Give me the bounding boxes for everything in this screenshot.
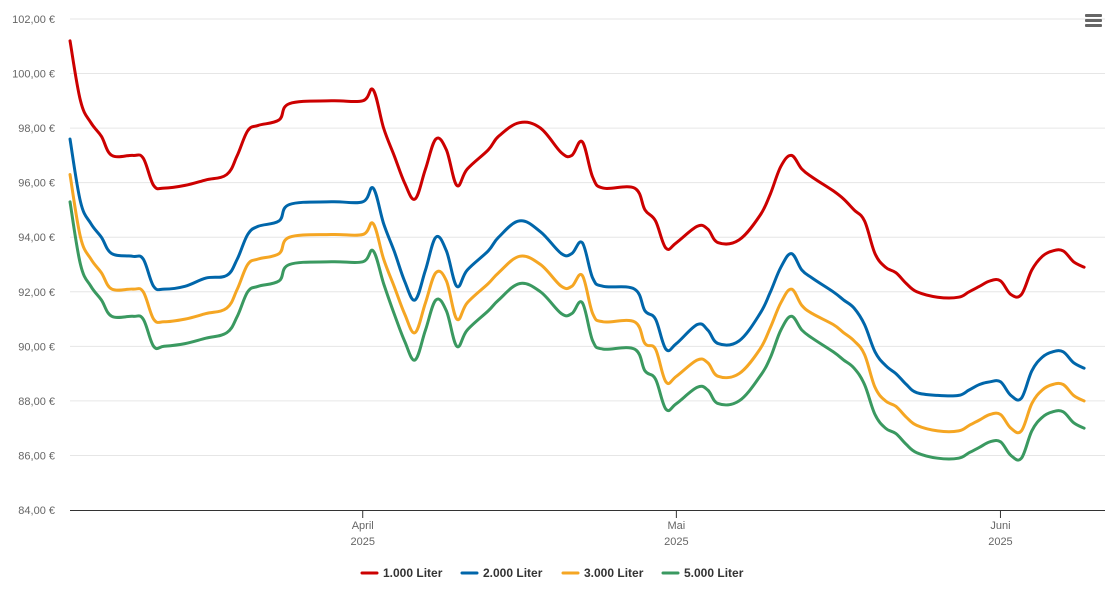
x-tick-year-label: 2025 bbox=[988, 536, 1012, 548]
series-line-1-000-liter[interactable] bbox=[68, 39, 1086, 300]
legend-label: 1.000 Liter bbox=[383, 566, 443, 580]
y-tick-label: 102,00 € bbox=[12, 14, 55, 26]
legend[interactable]: 1.000 Liter 2.000 Liter 3.000 Liter 5.000 L… bbox=[360, 566, 744, 580]
y-tick-label: 98,00 € bbox=[18, 123, 55, 135]
y-tick-label: 84,00 € bbox=[18, 505, 55, 517]
y-tick-label: 94,00 € bbox=[18, 232, 55, 244]
legend-label: 3.000 Liter bbox=[584, 566, 644, 580]
legend-label: 5.000 Liter bbox=[684, 566, 744, 580]
y-tick-label: 92,00 € bbox=[18, 287, 55, 299]
legend-label: 2.000 Liter bbox=[483, 566, 543, 580]
legend-item[interactable]: 5.000 Liter bbox=[661, 566, 744, 580]
series-line-2-000-liter[interactable] bbox=[68, 137, 1086, 402]
x-tick-month-label: Juni bbox=[990, 520, 1010, 532]
y-tick-label: 90,00 € bbox=[18, 341, 55, 353]
y-tick-label: 86,00 € bbox=[18, 450, 55, 462]
legend-item[interactable]: 1.000 Liter bbox=[360, 566, 443, 580]
legend-item[interactable]: 2.000 Liter bbox=[460, 566, 543, 580]
x-tick-month-label: Mai bbox=[667, 520, 685, 532]
y-tick-label: 96,00 € bbox=[18, 178, 55, 190]
x-axis: April 2025 Mai 2025 Juni 2025 bbox=[70, 510, 1105, 548]
series-line-3-000-liter[interactable] bbox=[68, 173, 1086, 435]
y-tick-label: 88,00 € bbox=[18, 396, 55, 408]
y-axis: 84,00 € 86,00 € 88,00 € 90,00 € 92,00 € 94,00… bbox=[12, 14, 55, 517]
series-lines bbox=[68, 39, 1086, 462]
x-tick-year-label: 2025 bbox=[350, 536, 374, 548]
hamburger-menu-icon[interactable] bbox=[1082, 12, 1106, 34]
x-tick-year-label: 2025 bbox=[664, 536, 688, 548]
grid-lines bbox=[70, 18, 1105, 456]
series-line-5-000-liter[interactable] bbox=[68, 200, 1086, 462]
y-tick-label: 100,00 € bbox=[12, 69, 55, 81]
legend-item[interactable]: 3.000 Liter bbox=[561, 566, 644, 580]
x-tick-month-label: April bbox=[352, 520, 374, 532]
